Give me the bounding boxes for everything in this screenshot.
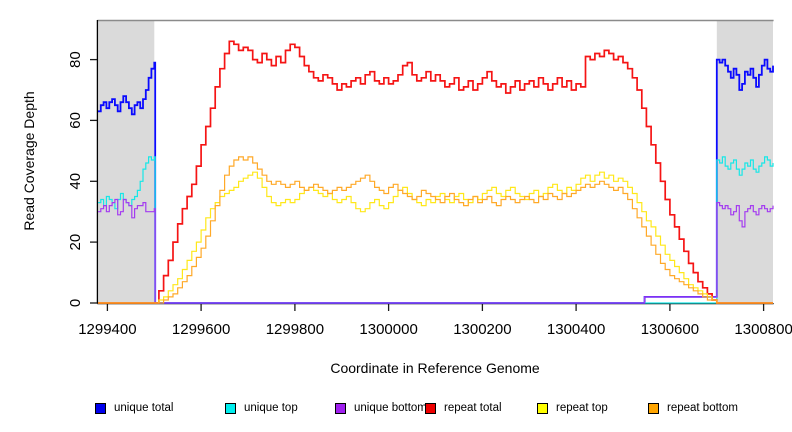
shaded-region-left <box>98 20 155 303</box>
y-axis-title: Read Coverage Depth <box>21 91 37 231</box>
x-tick-label: 1300400 <box>547 321 605 338</box>
x-tick-label: 1299600 <box>172 321 230 338</box>
y-tick-label: 60 <box>67 112 84 129</box>
x-tick-label: 1299800 <box>266 321 324 338</box>
series-line-unique-bottom <box>98 198 774 304</box>
x-tick-label: 1300600 <box>641 321 699 338</box>
series-line-unique-top <box>98 156 774 304</box>
series-line-repeat-total <box>98 40 773 304</box>
series-line-repeat-top <box>98 171 773 304</box>
x-tick-label: 1299400 <box>78 321 136 338</box>
x-tick-label: 1300800 <box>734 321 792 338</box>
y-tick-label: 20 <box>67 234 84 251</box>
y-tick-label: 0 <box>67 299 84 307</box>
shaded-region-right <box>716 20 773 303</box>
series-line-unique-total <box>98 58 774 304</box>
series-line-repeat-bottom <box>98 156 773 304</box>
y-tick-label: 40 <box>67 173 84 190</box>
x-tick-label: 1300000 <box>359 321 417 338</box>
x-axis-title: Coordinate in Reference Genome <box>330 360 540 376</box>
x-tick-label: 1300200 <box>453 321 511 338</box>
y-tick-label: 80 <box>67 51 84 68</box>
